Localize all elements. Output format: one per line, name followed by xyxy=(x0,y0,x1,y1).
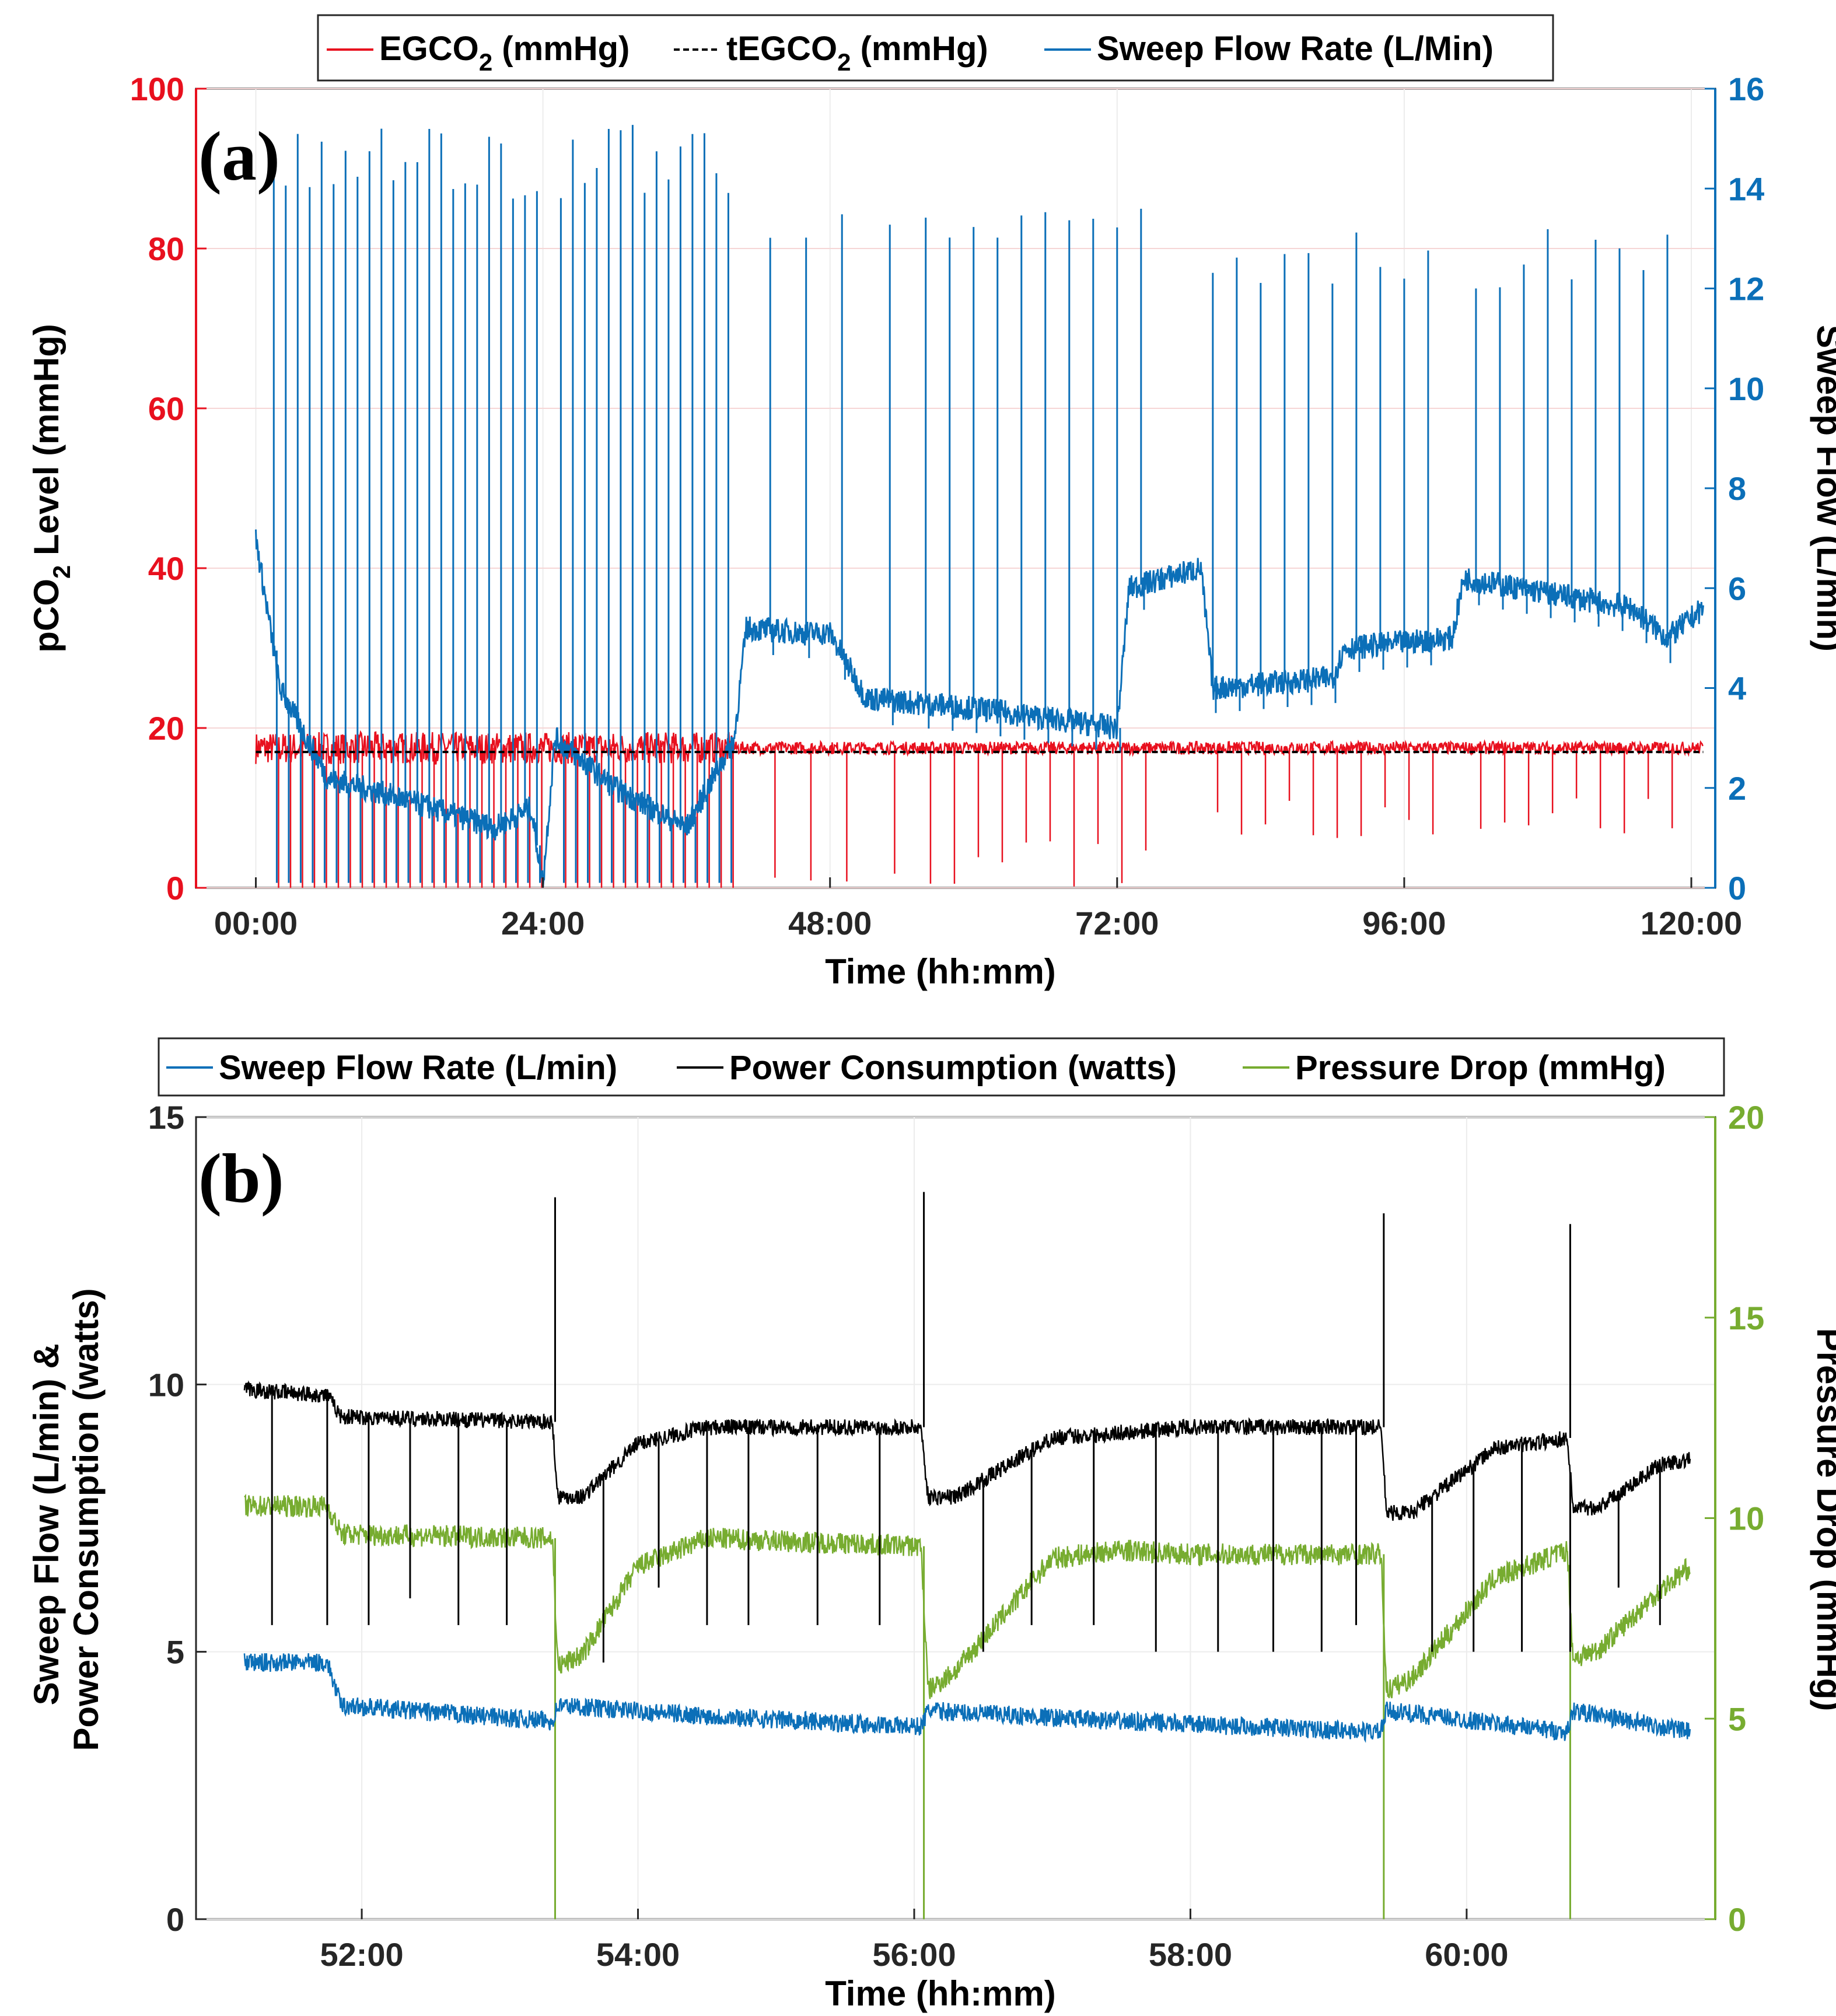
panel-a-left-axis-label: pCO2 Level (mmHg) xyxy=(27,324,75,652)
panel-b-x-axis: 52:00 54:00 56:00 58:00 60:00 xyxy=(320,1909,1509,1973)
panel-b-left-axis-label: Sweep Flow (L/min) & Power Consumption (… xyxy=(27,1288,106,1751)
panel-a-right-tick-label: 12 xyxy=(1728,271,1764,307)
panel-a-x-tick-label: 24:00 xyxy=(501,905,585,942)
panel-a-left-axis: 0 20 40 60 80 100 xyxy=(130,71,207,907)
panel-a-right-tick-label: 16 xyxy=(1728,71,1764,107)
panel-a-x-tick-label: 72:00 xyxy=(1075,905,1159,942)
panel-b-x-tick-label: 54:00 xyxy=(596,1936,680,1973)
panel-a-left-tick-label: 20 xyxy=(148,710,184,747)
panel-a-right-axis: 0 2 4 6 8 10 12 14 16 xyxy=(1705,71,1764,907)
panel-a-chart: 0 20 40 60 80 100 0 2 4 6 8 10 12 14 16 00:00 24:00 48:… xyxy=(27,14,1836,991)
panel-b-legend-box xyxy=(158,1037,1725,1097)
panel-a-legend: EGCO2 (mmHg) tEGCO2 (mmHg) Sweep Flow Ra… xyxy=(317,14,1554,82)
panel-b-gridlines xyxy=(196,1116,1715,1920)
legend-sweep-flow-label: Sweep Flow Rate (L/Min) xyxy=(1097,30,1494,68)
panel-b-right-tick-label: 0 xyxy=(1728,1901,1746,1938)
panel-a-left-tick-label: 60 xyxy=(148,390,184,427)
panel-b-right-axis: 0 5 10 15 20 xyxy=(1705,1099,1764,1938)
panel-a-right-tick-label: 8 xyxy=(1728,470,1746,507)
pressure-drop-series-line xyxy=(244,1493,1691,1699)
panel-a-left-tick-label: 40 xyxy=(148,550,184,587)
panel-a-label: (a) xyxy=(198,117,280,195)
panel-a-x-axis-label: Time (hh:mm) xyxy=(825,952,1056,991)
legend-b-power-label: Power Consumption (watts) xyxy=(729,1049,1177,1087)
panel-b-x-axis-label: Time (hh:mm) xyxy=(825,1974,1056,2013)
panel-a-x-tick-label: 48:00 xyxy=(788,905,872,942)
panel-a-data xyxy=(255,125,1704,888)
legend-egco2-label: EGCO2 (mmHg) xyxy=(379,30,630,76)
legend-b-sweep-flow-label: Sweep Flow Rate (L/min) xyxy=(219,1049,617,1087)
panel-a-right-tick-label: 2 xyxy=(1728,770,1746,807)
panel-b-legend: Sweep Flow Rate (L/min) Power Consumptio… xyxy=(158,1037,1725,1097)
power-consumption-series-line xyxy=(243,1380,1691,1521)
panel-a-left-tick-label: 100 xyxy=(130,71,184,107)
panel-a-right-tick-label: 0 xyxy=(1728,870,1746,907)
panel-b-left-axis: 0 5 10 15 xyxy=(148,1099,207,1938)
panel-a-right-tick-label: 10 xyxy=(1728,370,1764,407)
panel-b-left-tick-label: 5 xyxy=(166,1634,184,1671)
panel-b-right-tick-label: 10 xyxy=(1728,1500,1764,1537)
legend-b-pressure-label: Pressure Drop (mmHg) xyxy=(1295,1049,1666,1087)
panel-a-right-tick-label: 4 xyxy=(1728,670,1746,707)
panel-b-x-tick-label: 60:00 xyxy=(1425,1936,1508,1973)
panel-b-chart: 0 5 10 15 0 5 10 15 20 52:00 54:00 56:00 58:00 60:0… xyxy=(27,1037,1836,2013)
legend-tegco2-label: tEGCO2 (mmHg) xyxy=(726,30,988,76)
panel-b-plot-area xyxy=(195,1116,1716,1920)
panel-b-right-tick-label: 15 xyxy=(1728,1300,1764,1336)
panel-b-x-tick-label: 58:00 xyxy=(1149,1936,1232,1973)
panel-b-x-tick-label: 52:00 xyxy=(320,1936,403,1973)
sweep-flow-series-line xyxy=(255,529,1704,888)
panel-b-left-tick-label: 10 xyxy=(148,1366,184,1403)
panel-a-x-tick-label: 120:00 xyxy=(1641,905,1742,942)
panel-a-x-tick-label: 00:00 xyxy=(214,905,298,942)
panel-b-right-tick-label: 20 xyxy=(1728,1099,1764,1136)
panel-a-legend-box xyxy=(317,14,1554,82)
panel-a-plot-area xyxy=(195,88,1716,889)
panel-a-right-tick-label: 6 xyxy=(1728,570,1746,607)
panel-b-label: (b) xyxy=(198,1139,284,1217)
panel-b-sweep-flow-series-line xyxy=(243,1653,1691,1743)
panel-a-x-axis: 00:00 24:00 48:00 72:00 96:00 120:00 xyxy=(214,877,1742,942)
panel-b-right-tick-label: 5 xyxy=(1728,1700,1746,1737)
panel-a-x-tick-label: 96:00 xyxy=(1362,905,1446,942)
panel-a-right-axis-label: Sweep Flow (L/min) xyxy=(1810,325,1836,652)
panel-b-left-tick-label: 15 xyxy=(148,1099,184,1136)
panel-a-left-tick-label: 0 xyxy=(166,870,184,907)
panel-b-data xyxy=(243,1192,1691,1919)
panel-b-left-tick-label: 0 xyxy=(166,1901,184,1938)
panel-a-right-tick-label: 14 xyxy=(1728,170,1764,207)
panel-b-x-tick-label: 56:00 xyxy=(872,1936,956,1973)
panel-a-left-tick-label: 80 xyxy=(148,230,184,267)
panel-b-right-axis-label: Pressure Drop (mmHg) xyxy=(1810,1328,1836,1712)
